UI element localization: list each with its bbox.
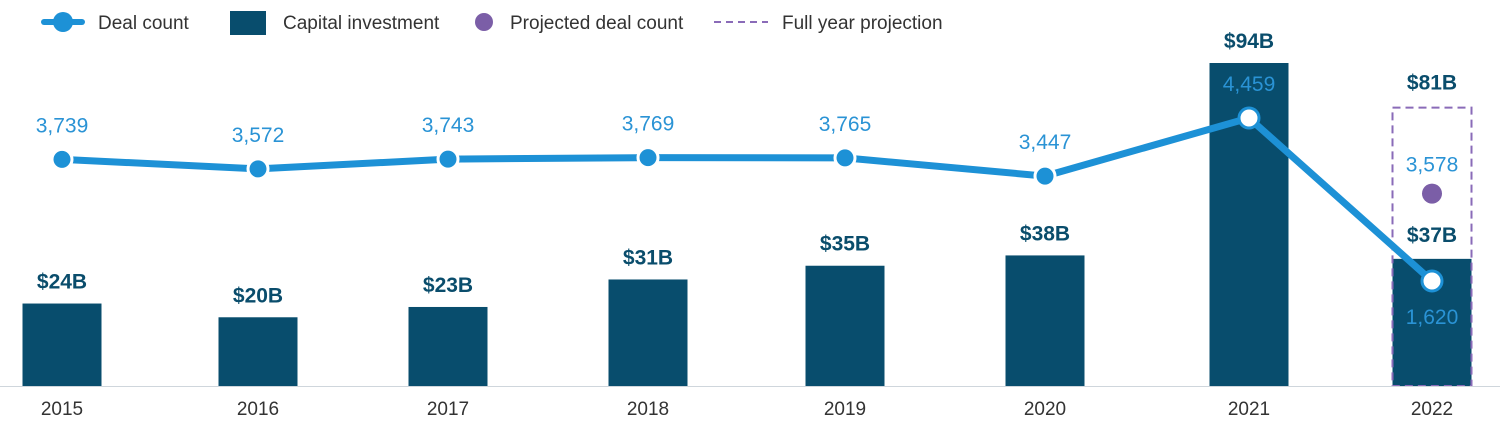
bar-2015 bbox=[22, 303, 102, 386]
legend-label-full-year-projection: Full year projection bbox=[782, 13, 943, 34]
deal-count-line bbox=[58, 114, 1436, 285]
bar-label-2015: $24B bbox=[37, 271, 87, 294]
deal-count-point-2020 bbox=[1033, 164, 1057, 188]
deal-count-point-2021 bbox=[1237, 106, 1261, 130]
labels-layer: $24B $20B $23B $31B $35B $38B $94B $37B $81B 3,57… bbox=[36, 30, 1459, 329]
legend-label-projected-deal-count: Projected deal count bbox=[510, 13, 684, 34]
x-tick-label-2020: 2020 bbox=[1024, 399, 1066, 420]
bar-2018 bbox=[608, 279, 688, 386]
legend-circle-marker bbox=[475, 13, 493, 31]
x-tick-label-2017: 2017 bbox=[427, 399, 469, 420]
deal-count-label-2022: 1,620 bbox=[1406, 306, 1459, 329]
legend: Deal count Capital investment Projected de… bbox=[41, 11, 943, 35]
bar-label-2017: $23B bbox=[423, 274, 473, 297]
legend-square-marker bbox=[230, 11, 266, 35]
projected-deal-count-point bbox=[1422, 183, 1442, 204]
legend-label-deal-count: Deal count bbox=[98, 13, 190, 34]
deal-count-point-2018 bbox=[636, 146, 660, 170]
deal-count-line-layer bbox=[50, 106, 1444, 293]
x-tick-label-2019: 2019 bbox=[824, 399, 866, 420]
deal-count-point-2016 bbox=[246, 157, 270, 181]
bar-2020 bbox=[1005, 255, 1085, 386]
deal-count-point-2019 bbox=[833, 146, 857, 170]
x-tick-label-2022: 2022 bbox=[1411, 399, 1453, 420]
bar-label-2020: $38B bbox=[1020, 222, 1070, 245]
deal-count-label-2016: 3,572 bbox=[232, 124, 285, 147]
legend-dot-marker bbox=[53, 12, 73, 32]
bar-2019 bbox=[805, 265, 885, 386]
bar-label-2022: $37B bbox=[1407, 224, 1457, 247]
x-tick-label-2016: 2016 bbox=[237, 399, 279, 420]
bar-label-2016: $20B bbox=[233, 284, 283, 307]
deal-count-label-2020: 3,447 bbox=[1019, 131, 1072, 154]
bar-label-2018: $31B bbox=[623, 246, 673, 269]
x-tick-label-2018: 2018 bbox=[627, 399, 669, 420]
deal-count-point-2015 bbox=[50, 147, 74, 171]
deal-count-label-2017: 3,743 bbox=[422, 114, 475, 137]
bars-layer bbox=[22, 63, 1472, 386]
projection-capital-label: $81B bbox=[1407, 72, 1457, 95]
deal-count-label-2018: 3,769 bbox=[622, 113, 675, 136]
bar-2016 bbox=[218, 317, 298, 386]
deal-count-label-2015: 3,739 bbox=[36, 114, 89, 137]
projected-deal-count-label: 3,578 bbox=[1406, 154, 1459, 177]
x-tick-label-2021: 2021 bbox=[1228, 399, 1270, 420]
bar-label-2021: $94B bbox=[1224, 30, 1274, 53]
bar-2017 bbox=[408, 306, 488, 386]
deal-count-point-2017 bbox=[436, 147, 460, 171]
x-tick-label-2015: 2015 bbox=[41, 399, 83, 420]
deal-count-point-2022 bbox=[1420, 269, 1444, 293]
x-axis: 2015 2016 2017 2018 2019 2020 2021 2022 bbox=[0, 386, 1500, 420]
deal-count-label-2019: 3,765 bbox=[819, 113, 872, 136]
legend-label-capital-investment: Capital investment bbox=[283, 13, 440, 34]
deal-count-label-2021: 4,459 bbox=[1223, 73, 1276, 96]
bar-label-2019: $35B bbox=[820, 233, 870, 256]
